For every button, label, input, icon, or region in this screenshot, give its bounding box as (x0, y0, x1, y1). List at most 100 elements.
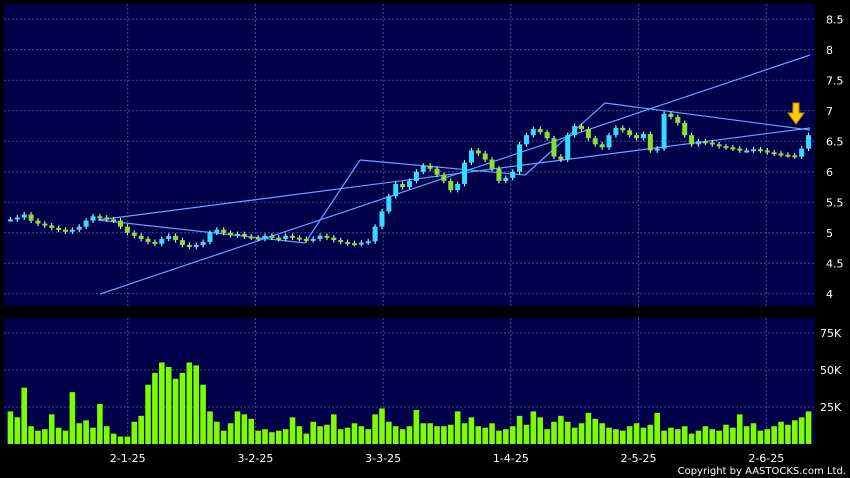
volume-bar (110, 433, 117, 444)
volume-bar (496, 430, 502, 444)
candle-body (468, 150, 474, 163)
candle-body (634, 135, 640, 139)
candle-body (647, 133, 653, 151)
volume-grid (4, 332, 815, 408)
candle-body (207, 232, 213, 242)
volume-bar (606, 427, 612, 444)
price-tick-label: 8.5 (826, 13, 844, 26)
candle-body (709, 142, 715, 145)
candle-body (262, 235, 268, 239)
candle-body (76, 226, 82, 230)
volume-bar (324, 424, 330, 444)
volume-bar (48, 414, 55, 444)
candle-body (131, 232, 137, 236)
volume-bar (461, 423, 468, 444)
volume-bar (716, 430, 722, 444)
candle-body (159, 238, 165, 244)
candle-body (682, 122, 688, 136)
trendline (524, 102, 606, 176)
volume-bar (282, 429, 289, 444)
volume-bar (661, 430, 667, 444)
candle-body (620, 127, 626, 131)
volume-bar (234, 411, 241, 444)
price-tick-label: 5 (826, 227, 833, 240)
volume-bar (613, 429, 619, 444)
volume-bar (145, 384, 151, 444)
volume-bar (640, 427, 647, 444)
volume-axis: 25K 50K 75K (820, 327, 842, 414)
volume-bar (509, 426, 516, 444)
candle-body (606, 135, 612, 148)
candle-body (558, 156, 564, 160)
volume-bar (626, 426, 633, 444)
candle-body (517, 144, 523, 172)
candle-body (510, 171, 516, 178)
candle-body (537, 129, 543, 133)
volume-bar (62, 430, 69, 444)
candle-body (7, 219, 13, 222)
volume-bar (551, 421, 557, 444)
candle-body (764, 150, 770, 153)
candle-body (523, 135, 529, 145)
volume-bar (688, 433, 695, 444)
candle-body (757, 149, 763, 152)
candle-body (42, 223, 48, 226)
candle-body (317, 235, 323, 239)
volume-bar (489, 423, 495, 444)
volume-bar (42, 429, 48, 444)
volume-bar (798, 417, 805, 444)
volume-bar (585, 412, 592, 444)
candle-body (592, 138, 598, 145)
candle-body (69, 229, 75, 232)
candle-body (118, 220, 124, 227)
candle-body (290, 235, 296, 238)
date-tick-label: 3-3-25 (365, 452, 401, 465)
volume-bar (544, 429, 550, 444)
volume-panel (4, 318, 815, 444)
volume-bar (482, 427, 488, 444)
volume-bar (386, 421, 392, 444)
candle-body (489, 159, 495, 169)
date-tick-label: 2-5-25 (621, 452, 657, 465)
candle-body (393, 183, 399, 197)
volume-bar (441, 426, 447, 444)
candle-body (675, 116, 681, 123)
candle-body (179, 240, 185, 245)
candle-body (234, 234, 240, 237)
price-axis: 4 4.5 5 5.5 6 6.5 7 7.5 8 8.5 (826, 13, 844, 301)
volume-bar (76, 423, 83, 444)
volume-bar (399, 429, 406, 444)
candle-body (771, 152, 777, 155)
volume-bar (379, 408, 385, 444)
volume-bar (337, 429, 344, 444)
volume-bar (193, 365, 200, 444)
candle-body (551, 138, 557, 157)
date-tick-label: 1-4-25 (493, 452, 529, 465)
volume-bar (675, 429, 681, 444)
volume-bar (103, 426, 110, 444)
volume-bar (564, 421, 571, 444)
volume-bar (750, 423, 757, 444)
candle-body (351, 243, 357, 246)
volume-bar (317, 426, 323, 444)
candle-body (530, 129, 536, 136)
volume-bar (200, 384, 206, 444)
volume-bar (420, 423, 427, 444)
candle-body (778, 153, 784, 156)
volume-bar (296, 426, 303, 444)
candle-body (310, 238, 316, 241)
candle-body (503, 177, 509, 181)
volume-bar (413, 409, 420, 444)
volume-bar (736, 414, 743, 444)
volume-bar (619, 430, 626, 444)
candle-body (585, 129, 591, 139)
volume-bar (530, 411, 537, 444)
volume-bar (681, 426, 688, 444)
candle-body (214, 229, 220, 233)
candle-body (640, 133, 646, 139)
volume-bar (537, 417, 544, 444)
candle-body (613, 127, 619, 136)
volume-bar (434, 426, 440, 444)
candle-body (365, 241, 371, 244)
candle-body (14, 217, 20, 220)
